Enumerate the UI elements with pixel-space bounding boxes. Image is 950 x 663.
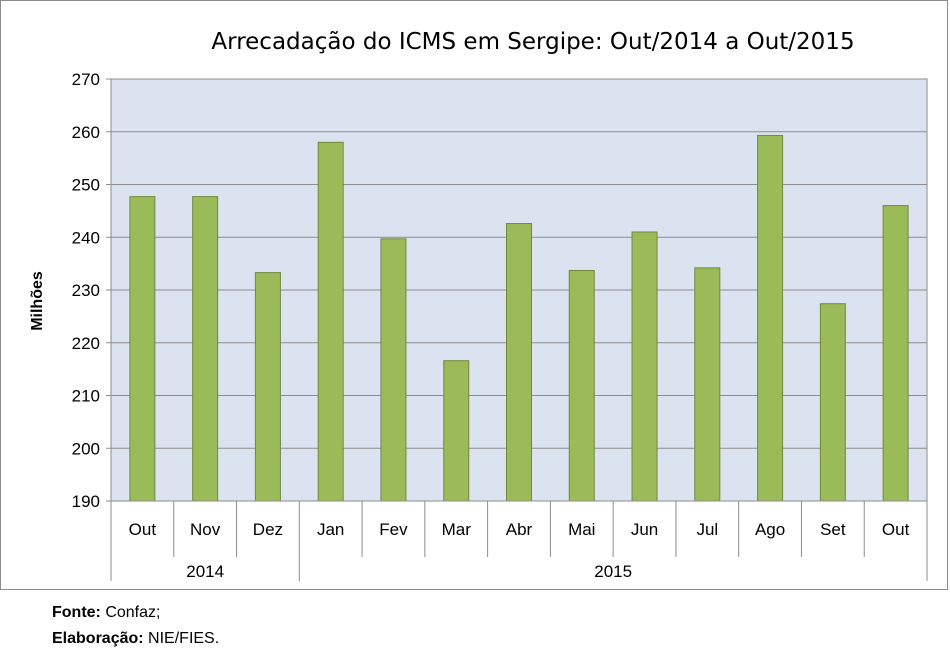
bars [129, 134, 909, 502]
y-tick-label: 240 [72, 228, 100, 247]
source-label: Fonte: [52, 604, 101, 621]
x-tick-label: Abr [506, 520, 533, 539]
bar [631, 231, 658, 502]
group-label: 2015 [594, 562, 632, 581]
y-tick-label: 200 [72, 439, 100, 458]
x-tick-label: Fev [379, 520, 408, 539]
y-tick-label: 270 [72, 70, 100, 89]
x-tick-label: Ago [755, 520, 785, 539]
chart-footer: Fonte: Confaz; Elaboração: NIE/FIES. [52, 600, 219, 652]
bar [757, 134, 784, 502]
x-tick-label: Jul [696, 520, 718, 539]
elaboration-note: Elaboração: NIE/FIES. [52, 626, 219, 652]
x-tick-label: Out [882, 520, 910, 539]
chart-title: Arrecadação do ICMS em Sergipe: Out/2014… [211, 29, 854, 55]
x-axis: Out Nov Dez Jan Fev Mar Abr Mai Jun Jul Ago Set Out 2… [110, 500, 928, 581]
y-tick-label: 220 [72, 334, 100, 353]
x-tick-label: Mai [568, 520, 595, 539]
bar [317, 141, 344, 502]
y-tick-label: 260 [72, 123, 100, 142]
bar [819, 303, 846, 502]
y-tick-label: 230 [72, 281, 100, 300]
y-tick-label: 210 [72, 387, 100, 406]
y-tick-label: 190 [72, 492, 100, 511]
bar [380, 238, 407, 502]
bar-chart: Arrecadação do ICMS em Sergipe: Out/2014… [29, 29, 928, 581]
elaboration-label: Elaboração: [52, 630, 144, 647]
bar [192, 196, 219, 502]
bar [506, 223, 532, 502]
x-tick-label: Dez [253, 520, 283, 539]
x-tick-label: Jan [317, 520, 344, 539]
bar [882, 205, 909, 502]
bar [568, 269, 595, 502]
x-tick-label: Mar [442, 520, 472, 539]
y-tick-label: 250 [72, 176, 100, 195]
y-axis-label: Milhões [29, 271, 46, 331]
chart-frame: Arrecadação do ICMS em Sergipe: Out/2014… [0, 0, 948, 590]
bar [694, 267, 721, 502]
x-tick-label: Jun [631, 520, 658, 539]
source-value: Confaz; [105, 604, 161, 621]
elaboration-value: NIE/FIES. [148, 630, 220, 647]
bar [254, 272, 281, 502]
bar [129, 196, 156, 502]
y-axis-ticks: 190 200 210 220 230 240 250 260 270 [72, 70, 111, 511]
x-tick-label: Set [820, 520, 846, 539]
group-label: 2014 [186, 562, 224, 581]
source-note: Fonte: Confaz; [52, 600, 219, 626]
bar [443, 360, 470, 502]
x-tick-label: Out [129, 520, 157, 539]
x-tick-label: Nov [190, 520, 221, 539]
